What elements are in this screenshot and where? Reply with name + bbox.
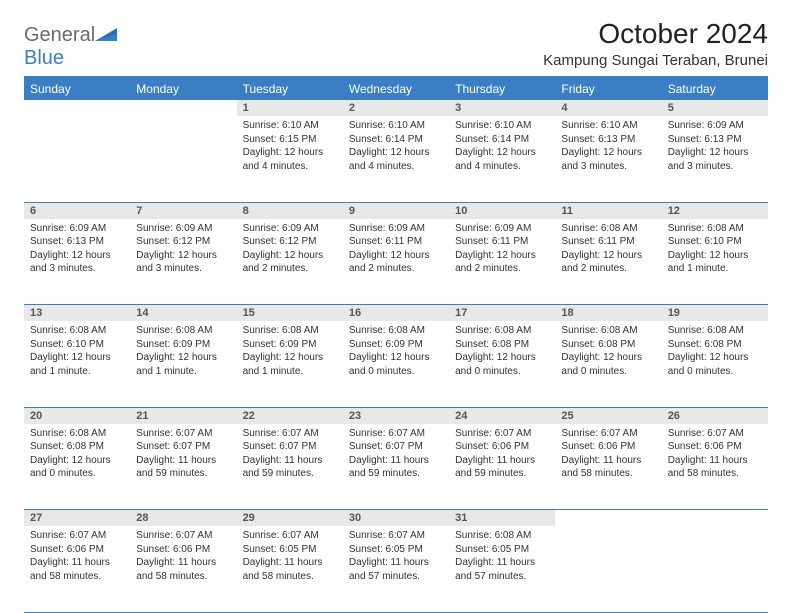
day-cell: Sunrise: 6:10 AMSunset: 6:13 PMDaylight:… bbox=[555, 116, 661, 177]
day-cell: Sunrise: 6:07 AMSunset: 6:05 PMDaylight:… bbox=[237, 526, 343, 587]
day-cell: Sunrise: 6:09 AMSunset: 6:12 PMDaylight:… bbox=[130, 219, 236, 280]
day-cell: Sunrise: 6:08 AMSunset: 6:11 PMDaylight:… bbox=[555, 219, 661, 280]
day-cell: Sunrise: 6:07 AMSunset: 6:07 PMDaylight:… bbox=[343, 424, 449, 485]
day-header: Thursday bbox=[449, 77, 555, 100]
day-cell: Sunrise: 6:09 AMSunset: 6:13 PMDaylight:… bbox=[662, 116, 768, 177]
day-header: Tuesday bbox=[237, 77, 343, 100]
day-cell bbox=[662, 526, 768, 533]
day-number: 21 bbox=[130, 408, 236, 424]
day-number: 10 bbox=[449, 203, 555, 219]
day-header: Sunday bbox=[24, 77, 130, 100]
day-cell: Sunrise: 6:08 AMSunset: 6:05 PMDaylight:… bbox=[449, 526, 555, 587]
day-number-row: 6789101112 bbox=[24, 202, 768, 219]
day-number: 15 bbox=[237, 305, 343, 321]
day-cell: Sunrise: 6:09 AMSunset: 6:11 PMDaylight:… bbox=[449, 219, 555, 280]
day-number: 13 bbox=[24, 305, 130, 321]
day-number-row: 13141516171819 bbox=[24, 305, 768, 322]
day-cell bbox=[24, 116, 130, 123]
day-cell: Sunrise: 6:07 AMSunset: 6:06 PMDaylight:… bbox=[555, 424, 661, 485]
day-content-row: Sunrise: 6:09 AMSunset: 6:13 PMDaylight:… bbox=[24, 219, 768, 305]
day-header: Wednesday bbox=[343, 77, 449, 100]
day-cell: Sunrise: 6:08 AMSunset: 6:08 PMDaylight:… bbox=[555, 321, 661, 382]
day-number bbox=[555, 510, 661, 514]
day-number bbox=[130, 100, 236, 104]
day-number: 26 bbox=[662, 408, 768, 424]
day-number: 3 bbox=[449, 100, 555, 116]
day-number: 4 bbox=[555, 100, 661, 116]
day-number: 20 bbox=[24, 408, 130, 424]
day-cell: Sunrise: 6:10 AMSunset: 6:14 PMDaylight:… bbox=[343, 116, 449, 177]
day-content-row: Sunrise: 6:08 AMSunset: 6:10 PMDaylight:… bbox=[24, 321, 768, 407]
day-cell: Sunrise: 6:08 AMSunset: 6:10 PMDaylight:… bbox=[24, 321, 130, 382]
day-number bbox=[24, 100, 130, 104]
day-cell bbox=[555, 526, 661, 533]
day-number: 6 bbox=[24, 203, 130, 219]
day-cell: Sunrise: 6:08 AMSunset: 6:09 PMDaylight:… bbox=[343, 321, 449, 382]
day-number: 5 bbox=[662, 100, 768, 116]
day-content-row: Sunrise: 6:07 AMSunset: 6:06 PMDaylight:… bbox=[24, 526, 768, 612]
day-cell: Sunrise: 6:07 AMSunset: 6:07 PMDaylight:… bbox=[130, 424, 236, 485]
day-number: 27 bbox=[24, 510, 130, 526]
day-content-row: Sunrise: 6:08 AMSunset: 6:08 PMDaylight:… bbox=[24, 424, 768, 510]
day-cell: Sunrise: 6:08 AMSunset: 6:08 PMDaylight:… bbox=[662, 321, 768, 382]
day-header: Saturday bbox=[662, 77, 768, 100]
day-cell: Sunrise: 6:07 AMSunset: 6:06 PMDaylight:… bbox=[449, 424, 555, 485]
day-content-row: Sunrise: 6:10 AMSunset: 6:15 PMDaylight:… bbox=[24, 116, 768, 202]
header: General Blue October 2024 Kampung Sungai… bbox=[24, 18, 768, 70]
day-number: 2 bbox=[343, 100, 449, 116]
day-number: 16 bbox=[343, 305, 449, 321]
logo-text-general: General bbox=[24, 24, 95, 46]
day-number: 22 bbox=[237, 408, 343, 424]
day-number: 24 bbox=[449, 408, 555, 424]
day-number: 28 bbox=[130, 510, 236, 526]
day-cell bbox=[130, 116, 236, 123]
day-number: 19 bbox=[662, 305, 768, 321]
day-cell: Sunrise: 6:07 AMSunset: 6:05 PMDaylight:… bbox=[343, 526, 449, 587]
logo-text-blue: Blue bbox=[24, 47, 64, 69]
logo: General Blue bbox=[24, 18, 117, 70]
day-number-row: 20212223242526 bbox=[24, 407, 768, 424]
day-cell: Sunrise: 6:10 AMSunset: 6:15 PMDaylight:… bbox=[237, 116, 343, 177]
day-number: 29 bbox=[237, 510, 343, 526]
day-cell: Sunrise: 6:07 AMSunset: 6:07 PMDaylight:… bbox=[237, 424, 343, 485]
day-cell: Sunrise: 6:07 AMSunset: 6:06 PMDaylight:… bbox=[130, 526, 236, 587]
day-cell: Sunrise: 6:09 AMSunset: 6:13 PMDaylight:… bbox=[24, 219, 130, 280]
day-cell: Sunrise: 6:07 AMSunset: 6:06 PMDaylight:… bbox=[24, 526, 130, 587]
day-number bbox=[662, 510, 768, 514]
day-number: 9 bbox=[343, 203, 449, 219]
day-number: 8 bbox=[237, 203, 343, 219]
day-cell: Sunrise: 6:08 AMSunset: 6:09 PMDaylight:… bbox=[130, 321, 236, 382]
day-number: 25 bbox=[555, 408, 661, 424]
day-cell: Sunrise: 6:07 AMSunset: 6:06 PMDaylight:… bbox=[662, 424, 768, 485]
day-cell: Sunrise: 6:08 AMSunset: 6:08 PMDaylight:… bbox=[24, 424, 130, 485]
day-number: 12 bbox=[662, 203, 768, 219]
day-number: 14 bbox=[130, 305, 236, 321]
day-number-row: 2728293031 bbox=[24, 510, 768, 527]
day-header-row: SundayMondayTuesdayWednesdayThursdayFrid… bbox=[24, 77, 768, 100]
day-cell: Sunrise: 6:10 AMSunset: 6:14 PMDaylight:… bbox=[449, 116, 555, 177]
logo-triangle-icon bbox=[95, 25, 117, 46]
day-number-row: 12345 bbox=[24, 100, 768, 116]
day-cell: Sunrise: 6:08 AMSunset: 6:10 PMDaylight:… bbox=[662, 219, 768, 280]
day-number: 31 bbox=[449, 510, 555, 526]
day-cell: Sunrise: 6:08 AMSunset: 6:09 PMDaylight:… bbox=[237, 321, 343, 382]
calendar-table: SundayMondayTuesdayWednesdayThursdayFrid… bbox=[24, 76, 768, 613]
page-subtitle: Kampung Sungai Teraban, Brunei bbox=[543, 52, 768, 69]
day-cell: Sunrise: 6:09 AMSunset: 6:11 PMDaylight:… bbox=[343, 219, 449, 280]
day-number: 30 bbox=[343, 510, 449, 526]
day-number: 7 bbox=[130, 203, 236, 219]
day-number: 1 bbox=[237, 100, 343, 116]
day-number: 18 bbox=[555, 305, 661, 321]
day-header: Friday bbox=[555, 77, 661, 100]
day-cell: Sunrise: 6:09 AMSunset: 6:12 PMDaylight:… bbox=[237, 219, 343, 280]
day-number: 17 bbox=[449, 305, 555, 321]
day-header: Monday bbox=[130, 77, 236, 100]
day-cell: Sunrise: 6:08 AMSunset: 6:08 PMDaylight:… bbox=[449, 321, 555, 382]
day-number: 23 bbox=[343, 408, 449, 424]
page-title: October 2024 bbox=[543, 18, 768, 50]
day-number: 11 bbox=[555, 203, 661, 219]
